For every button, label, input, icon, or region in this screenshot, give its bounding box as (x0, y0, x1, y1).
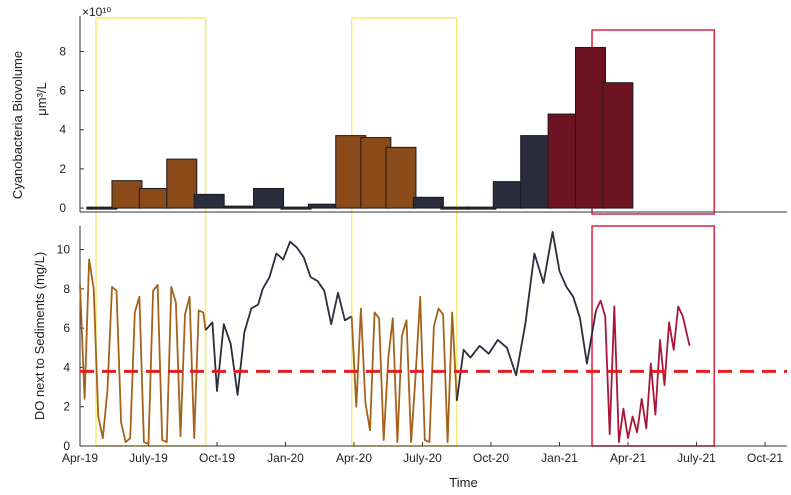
cyanobacteria-bar (520, 135, 552, 209)
highlight-windows (95, 17, 715, 447)
x-tick-label: Oct-19 (199, 451, 235, 465)
top-y-axis-title-line2: μm³/L (34, 82, 49, 116)
top-bars (86, 46, 634, 210)
cyanobacteria-bar (602, 82, 634, 209)
x-tick-label: Oct-21 (747, 451, 783, 465)
top-y-ticks: 0 2 4 6 8 (59, 44, 84, 215)
bottom-y-axis-title: DO next to Sediments (mg/L) (32, 252, 47, 420)
top-y-tick-label: 6 (59, 84, 66, 98)
bottom-y-tick-label: 0 (63, 439, 70, 453)
do-series-line (204, 240, 353, 396)
top-panel-bar-chart: 0 2 4 6 8 ×10¹⁰ Cyanobacteria Biovolume μm³/… (10, 5, 787, 215)
x-tick-label: Apr-19 (62, 451, 98, 465)
summer-highlight-box (350, 17, 458, 447)
x-tick-label: Jan-20 (267, 451, 304, 465)
x-tick-label: Apr-21 (610, 451, 646, 465)
bottom-x-ticks: Apr-19 July-19 Oct-19 Jan-20 Apr-20 July-20 Oc… (62, 442, 783, 465)
cyanobacteria-bar (253, 187, 285, 209)
top-scale-exponent: ×10¹⁰ (82, 5, 111, 19)
cyanobacteria-bar (166, 158, 198, 209)
cyanobacteria-bar (223, 205, 255, 209)
bottom-y-tick-label: 4 (63, 360, 70, 374)
top-y-tick-label: 8 (59, 44, 66, 58)
bottom-y-ticks: 0 2 4 6 8 10 (57, 243, 84, 453)
x-tick-label: Jan-21 (541, 451, 578, 465)
bottom-y-tick-label: 10 (57, 243, 71, 257)
x-tick-label: July-21 (677, 451, 716, 465)
cyanobacteria-bar (574, 46, 606, 209)
cyanobacteria-bar (138, 187, 170, 209)
do-series-line (350, 295, 458, 444)
bottom-y-tick-label: 6 (63, 321, 70, 335)
bottom-panel-line-chart: 0 2 4 6 8 10 Apr-19 July-19 Oct-19 Jan-20 Apr-20 J… (32, 226, 787, 490)
cyanobacteria-bar (280, 206, 312, 210)
top-y-axis-title-line1: Cyanobacteria Biovolume (10, 51, 25, 199)
x-tick-label: Oct-20 (473, 451, 509, 465)
bottom-y-tick-label: 8 (63, 282, 70, 296)
cyanobacteria-bar (547, 113, 579, 209)
cyanobacteria-bar (465, 206, 497, 210)
do-series-line (79, 258, 207, 445)
cyanobacteria-bar (385, 146, 417, 209)
x-tick-label: July-19 (129, 451, 168, 465)
x-axis-title: Time (449, 475, 477, 490)
cyanobacteria-bar (412, 196, 444, 209)
x-tick-label: Apr-20 (336, 451, 372, 465)
bottom-y-tick-label: 2 (63, 400, 70, 414)
cyanobacteria-bar (193, 193, 225, 209)
cyanobacteria-bar (307, 203, 339, 209)
do-series-line (595, 299, 691, 444)
do-series-line (455, 230, 597, 401)
top-y-tick-label: 4 (59, 123, 66, 137)
do-series-lines (79, 230, 691, 445)
cyanobacteria-bar (111, 180, 143, 209)
top-y-tick-label: 0 (59, 201, 66, 215)
x-tick-label: July-20 (403, 451, 442, 465)
cyanobacteria-bar (492, 181, 524, 209)
top-y-tick-label: 2 (59, 162, 66, 176)
